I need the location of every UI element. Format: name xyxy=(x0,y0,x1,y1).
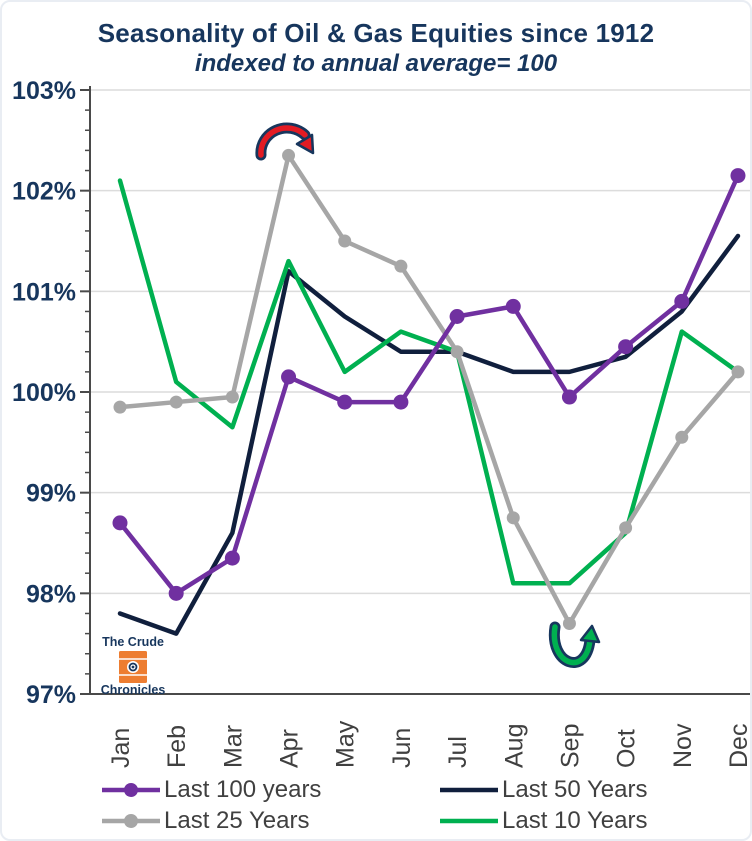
series-marker xyxy=(674,293,690,309)
x-month-label: Aug xyxy=(500,724,528,768)
green-uturn-arrow xyxy=(551,624,593,666)
green-arrowhead xyxy=(579,624,601,644)
series-marker xyxy=(618,339,634,355)
x-month-label: Jul xyxy=(444,736,472,768)
seasonality-line-chart: 97% 98% 99% 100% 101% 102% 103% Jan Feb Mar Apr May… xyxy=(12,77,752,768)
x-month-label: Jun xyxy=(388,728,416,768)
red-arrowhead xyxy=(295,133,315,155)
chart-legend: Last 100 years Last 50 Years Last 25 Years… xyxy=(100,774,680,836)
y-tick-label: 97% xyxy=(26,681,76,709)
series-marker xyxy=(505,298,521,314)
series-marker xyxy=(561,389,577,405)
chart-subtitle: indexed to annual average= 100 xyxy=(194,50,558,77)
series-marker xyxy=(731,365,745,379)
series-line-last-50-years xyxy=(117,233,741,636)
y-tick-label: 100% xyxy=(12,379,76,407)
legend-label: Last 10 Years xyxy=(502,806,648,834)
legend-swatch-icon xyxy=(102,813,160,828)
series-line-last-25-years xyxy=(117,153,741,626)
y-tick-label: 102% xyxy=(12,178,76,206)
series-marker xyxy=(112,515,128,531)
legend-label: Last 100 years xyxy=(164,775,322,803)
y-tick-label: 103% xyxy=(12,77,76,105)
series-marker xyxy=(282,148,296,162)
series-marker xyxy=(619,521,633,535)
series-marker xyxy=(506,511,520,525)
x-month-label: Nov xyxy=(669,723,697,768)
x-month-label: May xyxy=(332,720,360,768)
x-month-label: Sep xyxy=(556,724,584,768)
x-month-label: Apr xyxy=(276,729,304,768)
series-marker xyxy=(338,234,352,248)
legend-item-last-50-years: Last 50 Years xyxy=(438,775,680,803)
legend-item-last-10-years: Last 10 Years xyxy=(438,806,680,834)
legend-label: Last 25 Years xyxy=(164,806,310,834)
series-line-last-10-years xyxy=(117,178,741,586)
y-tick-label: 98% xyxy=(26,580,76,608)
logo-bottom-text: Chronicles xyxy=(101,683,166,697)
series-marker xyxy=(168,585,184,601)
series-marker xyxy=(562,617,576,631)
x-month-label: Mar xyxy=(219,725,247,768)
series-marker xyxy=(730,168,746,184)
series-marker xyxy=(169,395,183,409)
logo-barrel-cap-dot xyxy=(131,665,135,669)
series-marker xyxy=(393,394,409,410)
legend-swatch-icon xyxy=(102,782,160,797)
logo-barrel-cap-ring xyxy=(128,662,138,672)
legend-item-last-25-years: Last 25 Years xyxy=(100,806,438,834)
series-marker xyxy=(450,345,464,359)
series-marker xyxy=(225,390,239,404)
y-tick-label: 99% xyxy=(26,480,76,508)
legend-swatch-icon xyxy=(440,787,498,792)
series-marker xyxy=(675,430,689,444)
x-month-label: Oct xyxy=(613,729,641,768)
y-tick-label: 101% xyxy=(12,278,76,306)
legend-item-last-100-years: Last 100 years xyxy=(100,775,438,803)
series-marker xyxy=(281,369,297,385)
logo-top-text: The Crude xyxy=(102,635,164,649)
red-arch-arrow xyxy=(258,125,308,158)
series-marker xyxy=(394,259,408,273)
series-marker xyxy=(449,309,465,324)
legend-label: Last 50 Years xyxy=(502,775,648,803)
series-marker xyxy=(224,550,240,566)
chart-title: Seasonality of Oil & Gas Equities since … xyxy=(97,18,655,48)
x-month-label: Dec xyxy=(725,724,752,768)
series-line-last-100-years xyxy=(117,173,741,596)
legend-swatch-icon xyxy=(440,818,498,823)
x-month-label: Feb xyxy=(163,725,191,768)
x-month-label: Jan xyxy=(107,728,135,768)
series-marker xyxy=(337,394,353,410)
series-marker xyxy=(113,400,127,414)
